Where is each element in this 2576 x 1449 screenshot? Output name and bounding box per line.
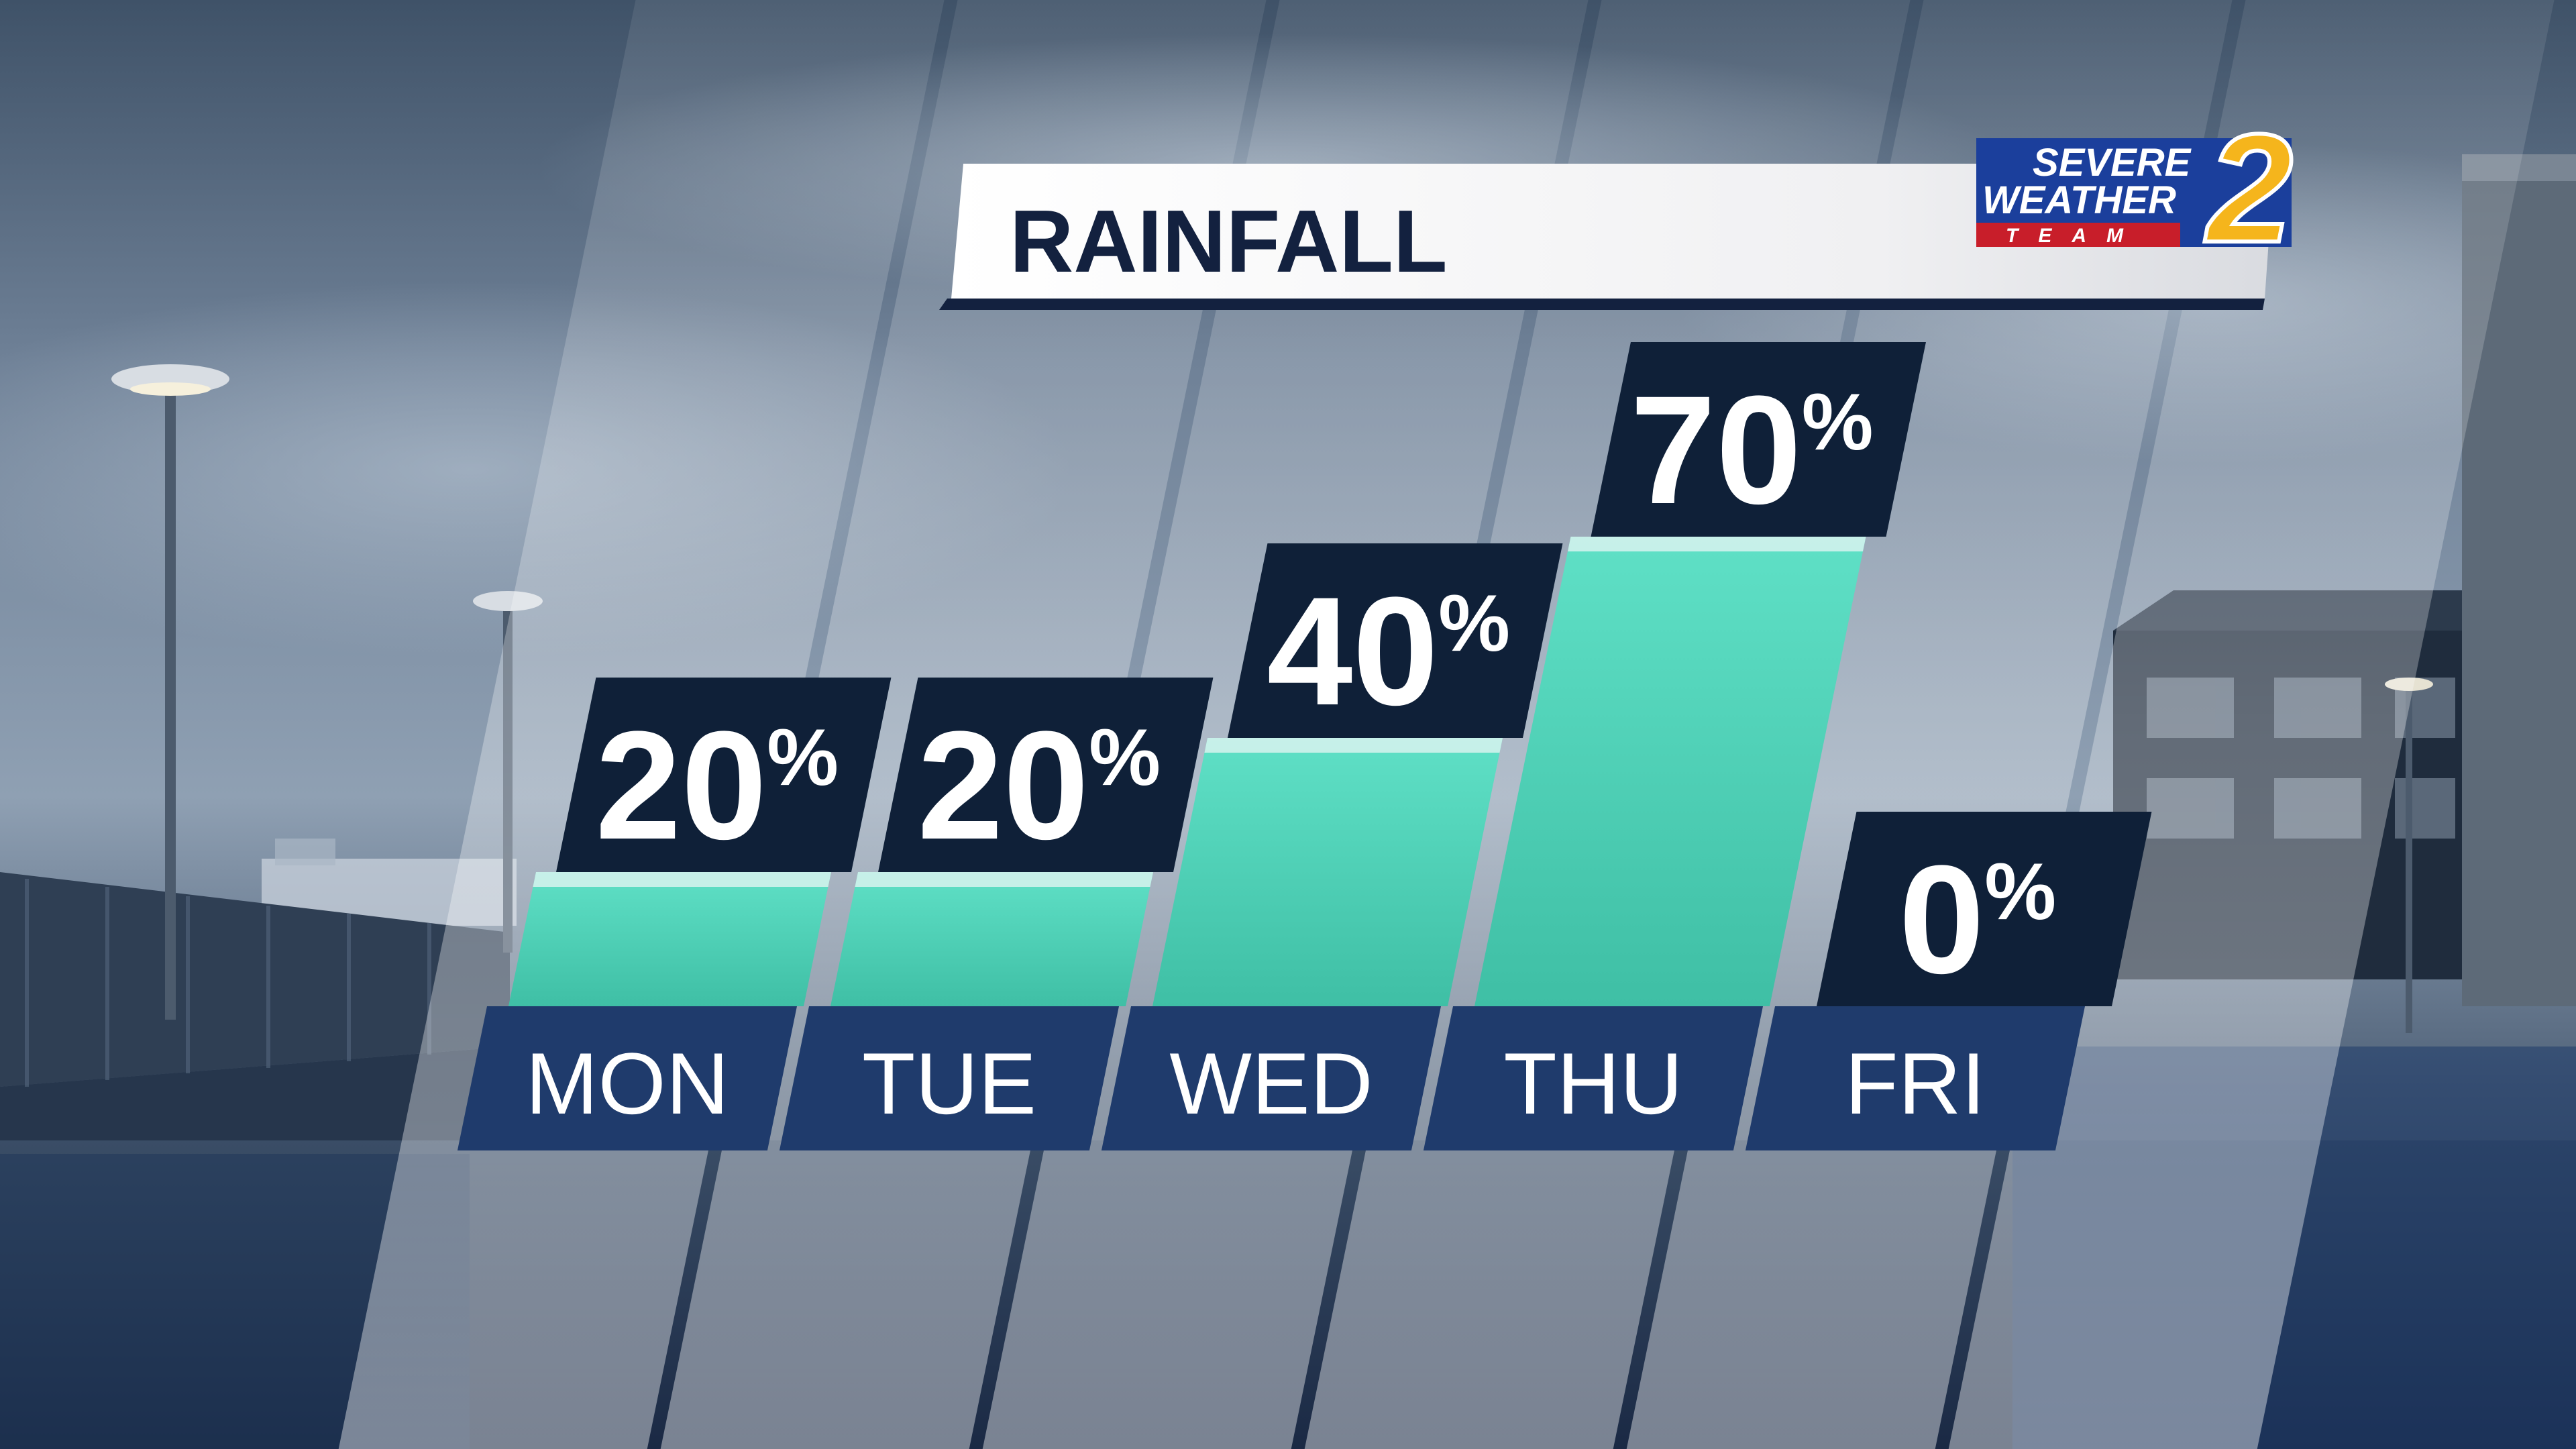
- value-number: 0: [1898, 833, 1984, 1006]
- value-label: 20%: [595, 699, 839, 871]
- day-label-thu: THU: [1503, 1034, 1682, 1132]
- value-number: 20: [917, 699, 1089, 871]
- water-surface: [1567, 537, 1866, 551]
- water-surface: [855, 872, 1153, 887]
- value-label: 70%: [1630, 364, 1874, 536]
- water-fill: [1152, 738, 1503, 1006]
- bar-wed: 40% WED: [1101, 543, 1563, 1150]
- day-band: [1101, 1006, 1441, 1150]
- value-box: [1817, 812, 2152, 1006]
- value-box: [1228, 543, 1563, 738]
- water-fill: [1474, 537, 1866, 1006]
- value-label: 40%: [1267, 565, 1510, 737]
- day-band: [457, 1006, 797, 1150]
- water-fill: [508, 872, 831, 1006]
- day-label-wed: WED: [1169, 1034, 1373, 1132]
- value-number: 40: [1267, 565, 1438, 737]
- value-percent-sign: %: [767, 712, 839, 802]
- value-percent-sign: %: [1984, 847, 2056, 936]
- value-box: [1591, 342, 1926, 537]
- bar-fri: 0% FRI: [1745, 812, 2152, 1150]
- background-stripe: [1948, 0, 2555, 1449]
- value-percent-sign: %: [1802, 377, 1874, 467]
- logo-number: 2: [2204, 102, 2293, 274]
- value-number: 20: [595, 699, 767, 871]
- value-number: 70: [1630, 364, 1802, 536]
- water-surface: [1204, 738, 1503, 753]
- logo-line1: SEVERE: [2033, 141, 2192, 184]
- bar-thu: 70% THU: [1423, 342, 1926, 1150]
- day-band: [779, 1006, 1119, 1150]
- value-label: 20%: [917, 699, 1161, 871]
- value-box: [556, 678, 892, 872]
- bar-tue: 20% TUE: [779, 678, 1214, 1150]
- day-label-tue: TUE: [862, 1034, 1036, 1132]
- logo-line3: TEAM: [2006, 225, 2143, 247]
- value-label: 0%: [1898, 833, 2056, 1006]
- chart-title: RAINFALL: [1010, 192, 1448, 290]
- day-label-mon: MON: [525, 1034, 729, 1132]
- value-box: [878, 678, 1214, 872]
- day-band: [1745, 1006, 2085, 1150]
- bar-mon: 20% MON: [457, 678, 892, 1150]
- day-label-fri: FRI: [1845, 1034, 1985, 1132]
- severe-weather-team-2-logo: SEVERE WEATHER TEAM 2: [1976, 100, 2295, 276]
- title-bar: RAINFALL: [939, 164, 2274, 310]
- value-percent-sign: %: [1089, 712, 1161, 802]
- logo-line2: WEATHER: [1982, 178, 2176, 222]
- water-surface: [533, 872, 831, 887]
- bars-group: 20% MON 20% TUE 40% WED 70% THU 0% FRI: [457, 342, 2152, 1150]
- day-band: [1423, 1006, 1763, 1150]
- value-percent-sign: %: [1438, 578, 1510, 668]
- water-fill: [830, 872, 1153, 1006]
